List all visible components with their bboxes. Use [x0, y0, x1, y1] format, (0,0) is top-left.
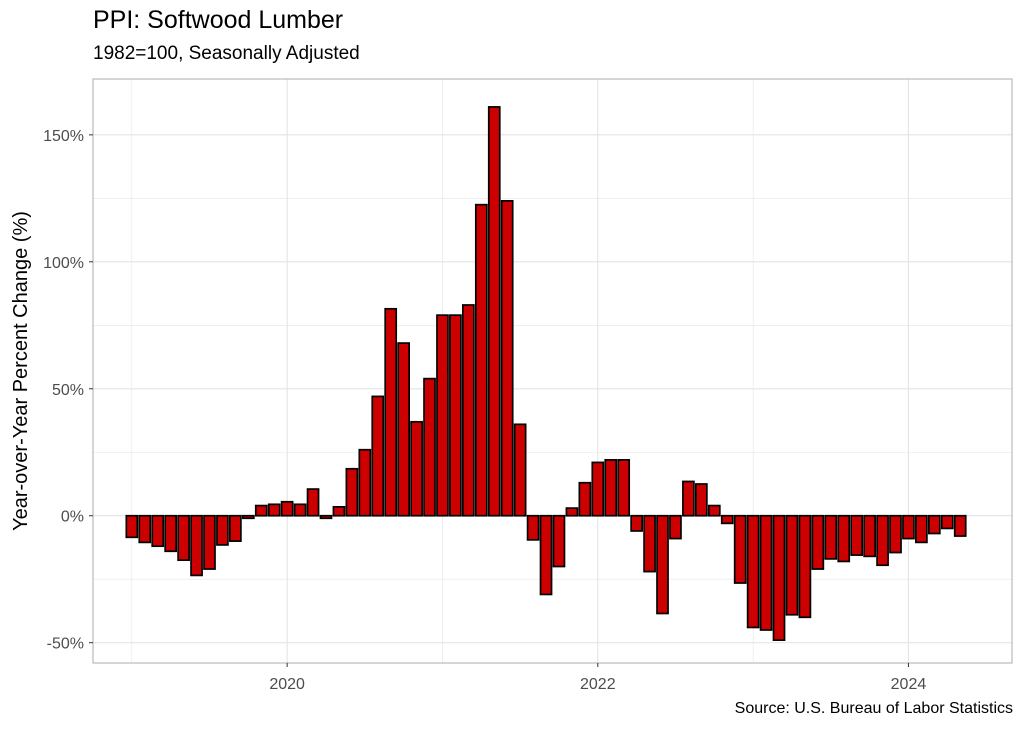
bar	[190, 514, 203, 577]
bar	[280, 500, 294, 517]
bar	[940, 514, 954, 530]
bar	[604, 459, 618, 517]
bar	[565, 507, 579, 517]
bar	[811, 514, 825, 570]
bar	[138, 514, 152, 544]
bar	[487, 106, 501, 517]
chart-caption: Source: U.S. Bureau of Labor Statistics	[734, 700, 1013, 717]
bar	[371, 395, 385, 517]
axes: 150% 100% 50% 0% -50% 2020 2022 2024 Year-over-Y…	[10, 78, 1013, 693]
x-tick-label: 2024	[891, 676, 927, 693]
bar-series	[125, 106, 967, 641]
bar	[151, 514, 165, 548]
bar	[695, 483, 708, 517]
bar	[332, 505, 346, 517]
bar	[500, 200, 514, 517]
bar	[410, 420, 423, 517]
y-tick-label: -50%	[47, 636, 84, 653]
bar	[539, 514, 553, 596]
bar	[850, 514, 864, 556]
bar	[397, 342, 410, 517]
bar	[229, 514, 242, 542]
x-tick-label: 2022	[580, 676, 616, 693]
y-tick-label: 150%	[43, 128, 84, 145]
bar	[953, 514, 967, 537]
bar	[682, 480, 695, 517]
bar	[552, 514, 566, 568]
chart-title: PPI: Softwood Lumber	[93, 6, 344, 34]
bar	[927, 514, 941, 535]
bar	[254, 504, 268, 517]
bar	[617, 459, 631, 517]
bar	[578, 481, 592, 517]
x-tick-label: 2020	[269, 676, 305, 693]
bar	[837, 514, 851, 563]
bar	[358, 448, 372, 517]
grid-lines	[93, 79, 1012, 663]
bar	[902, 514, 915, 540]
bar	[746, 514, 760, 629]
chart-subtitle: 1982=100, Seasonally Adjusted	[93, 43, 360, 64]
bar	[436, 314, 449, 517]
bar	[630, 514, 643, 532]
bar	[876, 514, 889, 567]
bar	[513, 423, 527, 517]
bar	[177, 514, 190, 562]
bar	[863, 514, 876, 558]
y-tick-label: 0%	[61, 509, 84, 526]
bar	[384, 307, 398, 517]
bar	[707, 504, 721, 517]
bar	[669, 514, 682, 540]
panel-border	[92, 78, 1013, 664]
bar	[785, 514, 799, 616]
bar	[423, 377, 436, 517]
bar	[643, 514, 656, 573]
bar	[656, 514, 669, 615]
bar	[241, 514, 255, 520]
y-axis-title: Year-over-Year Percent Change (%)	[10, 211, 32, 531]
bar	[267, 503, 281, 517]
bar	[915, 514, 928, 544]
bar	[449, 314, 462, 517]
bar	[733, 514, 747, 584]
bar	[164, 514, 178, 553]
bar	[293, 503, 307, 517]
bar	[889, 514, 902, 554]
bar	[306, 488, 320, 517]
y-tick-label: 100%	[43, 255, 84, 272]
bar	[824, 514, 838, 560]
bar	[591, 461, 605, 517]
bar	[216, 514, 229, 546]
y-tick-label: 50%	[52, 382, 84, 399]
bar	[772, 514, 786, 641]
bar	[798, 514, 812, 619]
bar	[759, 514, 773, 631]
bar	[125, 514, 139, 539]
bar	[203, 514, 216, 570]
bar	[526, 514, 540, 541]
bar	[474, 203, 488, 517]
bar	[319, 514, 333, 520]
bar	[462, 304, 475, 517]
bar	[720, 514, 734, 525]
bar	[345, 467, 359, 517]
